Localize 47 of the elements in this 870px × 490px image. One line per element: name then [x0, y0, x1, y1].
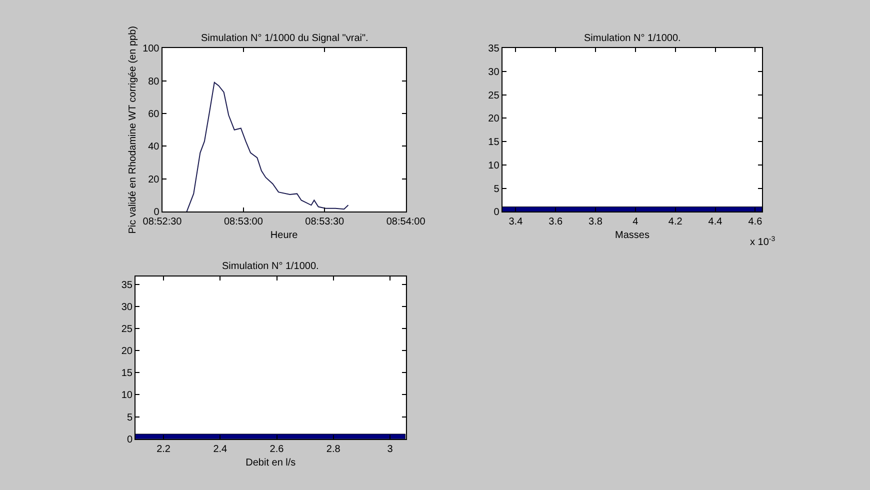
chart-title: Simulation N° 1/1000.: [584, 33, 681, 44]
y-tick-label: 0: [154, 207, 160, 218]
y-tick-label: 25: [121, 324, 133, 335]
x-tick-label: 4.2: [668, 216, 683, 228]
x-tick-label: 08:54:00: [386, 216, 426, 228]
x-tick-label: 08:52:30: [142, 216, 182, 228]
y-tick-label: 35: [488, 44, 500, 55]
text: x 10$^{-3}$: [750, 236, 776, 248]
y-tick-label: 20: [148, 174, 160, 186]
y-tick-label: 0: [126, 434, 133, 446]
y-tick-label: 60: [148, 109, 160, 120]
y-tick-label: 35: [121, 280, 133, 291]
y-tick-label: 0: [494, 207, 500, 218]
x-tick-label: 3: [387, 444, 394, 455]
x-tick-label: 2.2: [156, 444, 171, 455]
y-axis-title: Pic validé en Rhodamine WT corrigée (en ppb): [128, 26, 139, 234]
x-tick-label: 4: [632, 216, 639, 228]
y-tick-label: 25: [488, 90, 500, 102]
x-tick-label: 3.6: [548, 216, 563, 228]
y-tick-label: 5: [494, 184, 500, 195]
x-tick-label: 3.4: [508, 216, 524, 228]
y-tick-label: 5: [126, 412, 133, 424]
x-axis-title: Heure: [270, 230, 298, 242]
y-tick-label: 10: [488, 160, 500, 172]
line-series: [186, 82, 349, 212]
chart-title: Simulation N° 1/1000.: [222, 261, 319, 272]
x-axis-title: Masses: [615, 230, 650, 242]
y-tick-label: 15: [121, 368, 133, 380]
y-tick-label: 80: [148, 76, 160, 88]
x-tick-label: 08:53:00: [224, 216, 264, 228]
x-tick-label: 08:53:30: [305, 216, 345, 228]
x-tick-label: 2.4: [213, 444, 228, 455]
x-tick-label: 2.6: [270, 444, 284, 455]
y-tick-label: 10: [121, 390, 133, 402]
x-tick-label: 3.8: [588, 216, 603, 228]
x-tick-label: 4.4: [708, 216, 723, 228]
x-tick-label: 2.8: [326, 444, 341, 455]
y-tick-label: 20: [488, 114, 500, 125]
y-tick-label: 30: [488, 66, 500, 78]
y-tick-label: 30: [121, 302, 133, 313]
y-tick-label: 15: [488, 137, 500, 148]
y-tick-label: 40: [148, 142, 160, 153]
y-tick-label: 100: [142, 44, 160, 55]
chart-title: Simulation N° 1/1000 du Signal "vrai".: [201, 33, 368, 44]
x-tick-label: 4.6: [748, 216, 763, 228]
y-tick-label: 20: [121, 346, 133, 358]
x-axis-title: Debit en l/s: [246, 457, 296, 468]
